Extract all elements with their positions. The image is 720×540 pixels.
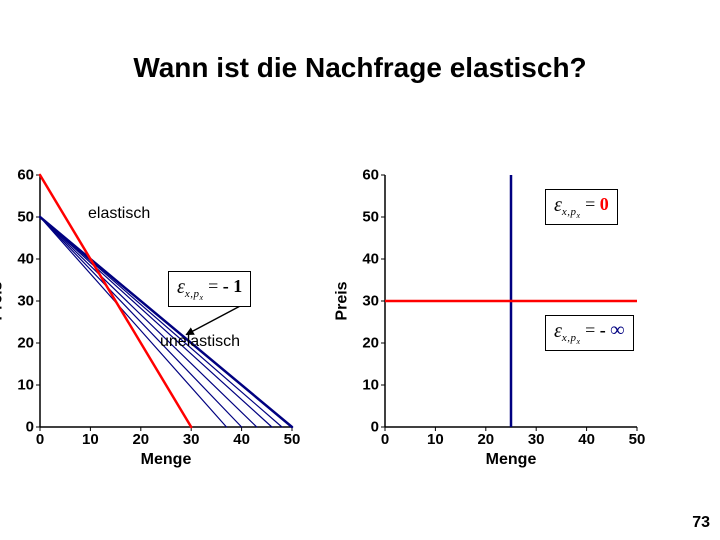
x-tick: 30 — [528, 431, 545, 448]
x-axis-label-left: Menge — [141, 451, 192, 469]
y-tick: 10 — [351, 377, 379, 394]
plot-right: Preis Menge εx,px = 0 εx,px = - ∞ 010203… — [385, 175, 637, 427]
page-number: 73 — [692, 514, 710, 532]
y-tick: 60 — [351, 167, 379, 184]
x-tick: 0 — [381, 431, 389, 448]
y-tick: 20 — [351, 335, 379, 352]
y-tick: 50 — [6, 209, 34, 226]
y-axis-label-right: Preis — [334, 281, 352, 320]
y-tick: 30 — [351, 293, 379, 310]
x-tick: 40 — [578, 431, 595, 448]
label-unelastic: unelastisch — [160, 333, 240, 351]
x-tick: 50 — [629, 431, 646, 448]
x-tick: 20 — [132, 431, 149, 448]
y-tick: 20 — [6, 335, 34, 352]
label-elastic: elastisch — [88, 205, 150, 223]
formula-left: εx,px = - 1 — [177, 276, 242, 296]
x-tick: 10 — [427, 431, 444, 448]
formula-right-top: εx,px = 0 — [554, 194, 609, 214]
formula-box-right-bot: εx,px = - ∞ — [545, 315, 634, 351]
x-tick: 10 — [82, 431, 99, 448]
x-tick: 0 — [36, 431, 44, 448]
plot-left: Preis Menge elastisch unelastisch εx,px … — [40, 175, 292, 427]
formula-box-left: εx,px = - 1 — [168, 271, 251, 307]
y-tick: 0 — [6, 419, 34, 436]
y-tick: 60 — [6, 167, 34, 184]
chart-right: Preis Menge εx,px = 0 εx,px = - ∞ 010203… — [385, 175, 637, 427]
y-tick: 0 — [351, 419, 379, 436]
slide: Wann ist die Nachfrage elastisch? Preis … — [0, 0, 720, 540]
y-tick: 50 — [351, 209, 379, 226]
x-axis-label-right: Menge — [486, 451, 537, 469]
formula-right-bot: εx,px = - ∞ — [554, 320, 625, 340]
chart-left: Preis Menge elastisch unelastisch εx,px … — [40, 175, 292, 427]
y-tick: 40 — [351, 251, 379, 268]
page-title: Wann ist die Nachfrage elastisch? — [0, 52, 720, 84]
charts-container: Preis Menge elastisch unelastisch εx,px … — [40, 175, 680, 480]
x-tick: 20 — [477, 431, 494, 448]
y-tick: 30 — [6, 293, 34, 310]
chart-left-svg — [40, 175, 292, 427]
x-tick: 40 — [233, 431, 250, 448]
x-tick: 30 — [183, 431, 200, 448]
x-tick: 50 — [284, 431, 301, 448]
y-tick: 40 — [6, 251, 34, 268]
y-tick: 10 — [6, 377, 34, 394]
formula-box-right-top: εx,px = 0 — [545, 189, 618, 225]
